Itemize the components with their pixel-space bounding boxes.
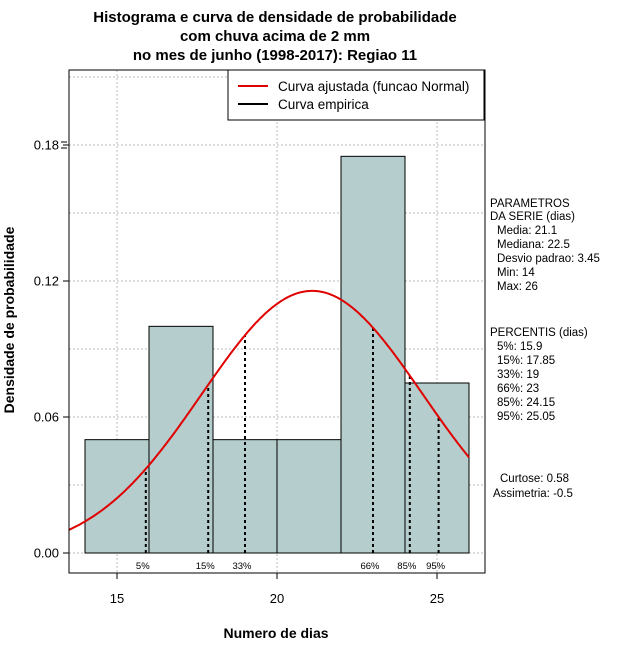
- chart-title-line-2: com chuva acima de 2 mm: [180, 28, 370, 45]
- normal-curve-line: [68, 289, 470, 531]
- param-min: Min: 14: [497, 267, 535, 279]
- y-tick-label: 0.12: [34, 274, 59, 289]
- x-tick-label: 20: [270, 591, 284, 606]
- percentil-95: 95%: 25.05: [497, 411, 555, 423]
- percentile-lines: 5% 15% 33% 66% 85% 95%: [136, 327, 446, 572]
- legend: Curva ajustada (funcao Normal) Curva emp…: [227, 69, 485, 121]
- y-tick-label: 0.00: [34, 546, 59, 561]
- param-max: Max: 26: [497, 281, 538, 293]
- percentile-label: 5%: [136, 561, 150, 572]
- percentil-66: 66%: 23: [497, 383, 539, 395]
- assimetria: Assimetria: -0.5: [493, 488, 573, 500]
- param-desvio: Desvio padrao: 3.45: [497, 253, 600, 265]
- stats-panel: PARAMETROS DA SERIE (dias) Media: 21.1 M…: [490, 198, 600, 500]
- chart-title: Histograma e curva de densidade de proba…: [93, 9, 456, 64]
- params-title-1: PARAMETROS: [490, 198, 570, 210]
- y-tick-label: 0.18: [34, 138, 59, 153]
- percentile-label: 33%: [232, 561, 252, 572]
- histogram-bar: [148, 325, 214, 554]
- y-tick-label: 0.06: [34, 410, 59, 425]
- x-axis: 15 20 25: [110, 573, 444, 606]
- chart-title-line-1: Histograma e curva de densidade de proba…: [93, 9, 456, 26]
- legend-entry-fitted: Curva ajustada (funcao Normal): [278, 79, 469, 94]
- x-tick-label: 15: [110, 591, 124, 606]
- percentile-label: 95%: [426, 561, 446, 572]
- percentile-label: 85%: [397, 561, 417, 572]
- chart-title-line-3: no mes de junho (1998-2017): Regiao 11: [133, 47, 417, 64]
- curtose: Curtose: 0.58: [500, 473, 569, 485]
- percentil-5: 5%: 15.9: [497, 341, 542, 353]
- legend-box: [227, 69, 485, 121]
- legend-entry-empirical: Curva empirica: [278, 97, 369, 112]
- histogram-bar: [276, 439, 342, 554]
- histogram-bar: [404, 382, 470, 554]
- histogram-bar: [84, 439, 150, 554]
- normal-curve: [68, 289, 470, 531]
- params-title-2: DA SERIE (dias): [490, 211, 575, 223]
- percentile-label: 66%: [360, 561, 380, 572]
- y-axis-label: Densidade de probabilidade: [1, 226, 17, 413]
- percentis-title: PERCENTIS (dias): [490, 327, 588, 339]
- percentil-85: 85%: 24.15: [497, 397, 555, 409]
- x-tick-label: 25: [430, 591, 444, 606]
- x-axis-label: Numero de dias: [223, 625, 328, 641]
- y-axis: 0.00 0.06 0.12 0.18: [34, 138, 69, 561]
- percentil-33: 33%: 19: [497, 369, 539, 381]
- param-mediana: Mediana: 22.5: [497, 239, 570, 251]
- percentile-label: 15%: [196, 561, 216, 572]
- param-media: Media: 21.1: [497, 225, 557, 237]
- percentil-15: 15%: 17.85: [497, 355, 555, 367]
